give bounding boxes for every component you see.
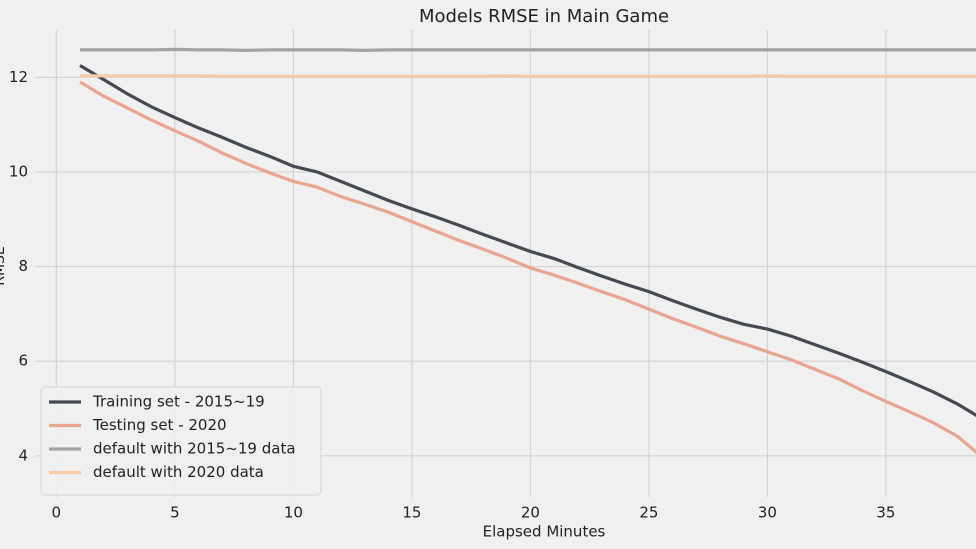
- x-tick-label: 35: [876, 504, 895, 522]
- x-tick-label: 15: [402, 504, 421, 522]
- legend-box: [40, 386, 322, 496]
- y-tick-label: 10: [9, 162, 28, 180]
- x-tick-label: 10: [284, 504, 303, 522]
- y-tick-label: 12: [9, 68, 28, 86]
- series-line: [80, 47, 976, 52]
- legend-label: Testing set - 2020: [92, 416, 227, 434]
- legend-label: default with 2015~19 data: [93, 440, 296, 458]
- legend-label: default with 2020 data: [93, 463, 264, 481]
- y-tick-label: 8: [18, 257, 28, 275]
- x-tick-label: 5: [170, 504, 180, 522]
- x-tick-label: 20: [521, 504, 540, 522]
- y-axis-label: RMSE: [0, 246, 8, 286]
- y-tick-label: 4: [18, 446, 28, 464]
- x-tick-label: 0: [52, 504, 62, 522]
- series-line: [79, 64, 976, 418]
- x-tick-label: 30: [758, 504, 777, 522]
- series-line: [79, 80, 976, 454]
- chart-title: Models RMSE in Main Game: [419, 6, 669, 27]
- x-tick-label: 25: [639, 504, 658, 522]
- x-axis-label: Elapsed Minutes: [483, 523, 606, 541]
- y-tick-label: 6: [18, 352, 28, 370]
- legend-label: Training set - 2015~19: [92, 393, 265, 411]
